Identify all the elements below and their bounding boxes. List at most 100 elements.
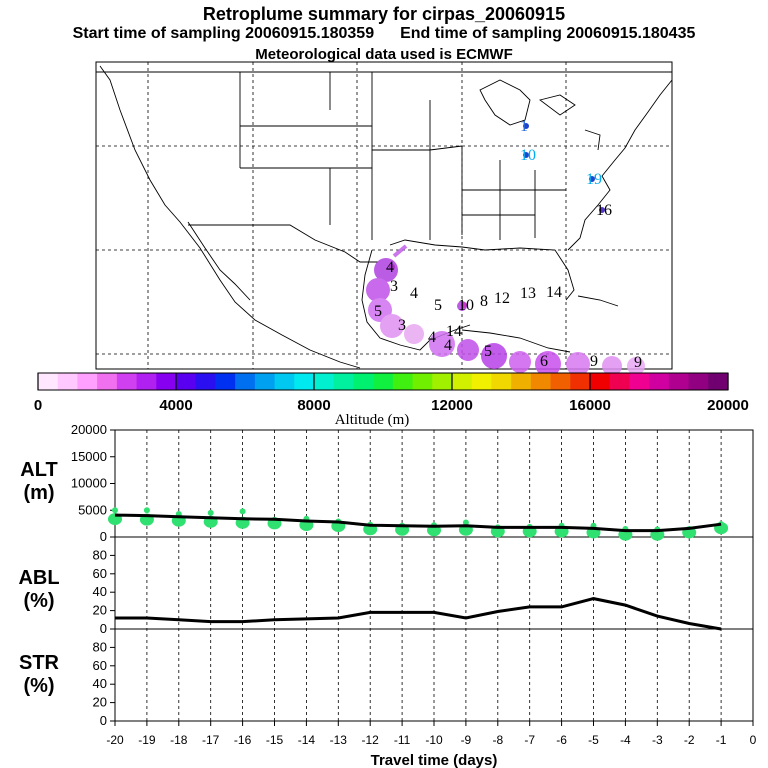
plume-day-label: 14 bbox=[446, 323, 462, 340]
y-tick-label: 15000 bbox=[71, 449, 107, 464]
colorbar-swatch bbox=[649, 373, 670, 390]
x-gridlines bbox=[146, 430, 722, 721]
colorbar-swatch bbox=[590, 373, 611, 390]
met-data-line: Meteorological data used is ECMWF bbox=[255, 46, 513, 63]
plume-day-label: 5 bbox=[374, 303, 382, 320]
y-tick-label: 20 bbox=[93, 695, 107, 710]
colorbar-ticks: 0 4000 8000 12000 16000 20000 bbox=[34, 373, 749, 414]
colorbar-tick-label: 20000 bbox=[707, 397, 749, 414]
sampling-times: Start time of sampling 20060915.180359 En… bbox=[0, 25, 768, 43]
colorbar-swatch bbox=[668, 373, 690, 390]
colorbar-swatch bbox=[215, 373, 236, 390]
x-tick-label: -13 bbox=[330, 733, 348, 747]
alt-label: ALT bbox=[20, 459, 57, 481]
plume-day-label: 19 bbox=[586, 171, 602, 188]
plume-day-label: 9 bbox=[634, 354, 642, 371]
colorbar-swatch bbox=[609, 373, 631, 390]
y-tick-label: 80 bbox=[93, 639, 107, 654]
colorbar-swatch bbox=[176, 373, 197, 390]
colorbar-swatch bbox=[38, 373, 59, 390]
plume-dot bbox=[523, 123, 529, 129]
plume-day-label: 5 bbox=[484, 343, 492, 360]
colorbar-swatch bbox=[333, 373, 355, 390]
x-axis-ticks: -20 -19 -18 -17 -16 -15 -14 -13 -12 -11 -10 -9 -8 -7-… bbox=[106, 721, 757, 747]
colorbar-swatch bbox=[392, 373, 414, 390]
y-tick-label: 20 bbox=[93, 603, 107, 618]
plume-day-label: 3 bbox=[398, 317, 406, 334]
colorbar-swatch bbox=[274, 373, 295, 390]
plume-day-label: 4 bbox=[428, 329, 436, 346]
plume-dot bbox=[589, 176, 595, 182]
map-coastlines bbox=[96, 65, 673, 369]
x-tick-label: -9 bbox=[461, 733, 472, 747]
colorbar-swatch bbox=[77, 373, 98, 390]
colorbar-swatch bbox=[294, 373, 315, 390]
end-time: End time of sampling 20060915.180435 bbox=[400, 25, 696, 42]
colorbar-swatch bbox=[136, 373, 157, 390]
y-tick-label: 0 bbox=[100, 621, 107, 636]
y-tick-label: 40 bbox=[93, 676, 107, 691]
plume-day-label: 9 bbox=[590, 353, 598, 370]
colorbar-swatch bbox=[688, 373, 709, 390]
x-tick-label: 0 bbox=[750, 733, 757, 747]
x-tick-label: -2 bbox=[684, 733, 695, 747]
plume-day-label: 3 bbox=[390, 278, 398, 295]
alt-point-upper bbox=[143, 507, 150, 514]
plume-day-label: 10 bbox=[520, 147, 536, 164]
colorbar-swatch bbox=[432, 373, 453, 390]
altitude-colorbar bbox=[37, 372, 729, 391]
colorbar-swatch bbox=[452, 373, 473, 390]
colorbar-tick-label: 8000 bbox=[297, 397, 330, 414]
y-axis-ticks: 20000 15000 10000 5000 0 80 60 40 20 0 80 60 40 20 0 bbox=[71, 422, 115, 728]
colorbar-label: Altitude (m) bbox=[335, 412, 410, 428]
y-tick-label: 0 bbox=[100, 713, 107, 728]
colorbar-tick-label: 16000 bbox=[569, 397, 611, 414]
abl-unit: (%) bbox=[23, 590, 54, 612]
x-tick-label: -8 bbox=[492, 733, 503, 747]
colorbar-swatch bbox=[412, 373, 433, 390]
colorbar-swatch bbox=[511, 373, 532, 390]
colorbar-swatch bbox=[530, 373, 552, 390]
x-tick-label: -6 bbox=[556, 733, 567, 747]
x-tick-label: -15 bbox=[266, 733, 284, 747]
colorbar-swatch bbox=[116, 373, 138, 390]
plume-day-label: 4 bbox=[386, 259, 394, 276]
str-unit: (%) bbox=[23, 675, 54, 697]
plume-day-label: 1 bbox=[520, 118, 528, 135]
colorbar-swatch bbox=[235, 373, 256, 390]
plume-dot bbox=[461, 302, 467, 308]
plume-day-label: 10 bbox=[458, 297, 474, 314]
plume-day-label: 16 bbox=[596, 202, 612, 219]
colorbar-swatch bbox=[156, 373, 177, 390]
x-tick-label: -7 bbox=[524, 733, 535, 747]
x-tick-label: -17 bbox=[202, 733, 220, 747]
str-label: STR bbox=[19, 652, 60, 674]
x-tick-label: -10 bbox=[425, 733, 443, 747]
x-tick-label: -4 bbox=[620, 733, 631, 747]
alt-scatter-points bbox=[108, 507, 729, 541]
x-tick-label: -3 bbox=[652, 733, 663, 747]
y-tick-label: 20000 bbox=[71, 422, 107, 437]
x-tick-label: -19 bbox=[138, 733, 156, 747]
start-time: Start time of sampling 20060915.180359 bbox=[72, 25, 375, 42]
plume-day-label: 4 bbox=[410, 285, 418, 302]
colorbar-swatch bbox=[491, 373, 512, 390]
abl-label: ABL bbox=[18, 567, 59, 589]
plume-day-label: 6 bbox=[540, 353, 548, 370]
plume-day-label: 5 bbox=[434, 297, 442, 314]
y-tick-label: 80 bbox=[93, 547, 107, 562]
colorbar-swatch bbox=[195, 373, 217, 390]
alt-point-upper bbox=[207, 509, 214, 516]
x-tick-label: -11 bbox=[394, 733, 411, 747]
abl-line bbox=[115, 597, 722, 631]
colorbar-swatch bbox=[471, 373, 493, 390]
plume-day-label: 4 bbox=[444, 337, 452, 354]
x-axis-title: Travel time (days) bbox=[371, 752, 498, 768]
chart-title: Retroplume summary for cirpas_20060915 bbox=[202, 4, 566, 24]
colorbar-swatch bbox=[629, 373, 650, 390]
y-tick-label: 60 bbox=[93, 566, 107, 581]
x-tick-label: -12 bbox=[362, 733, 380, 747]
